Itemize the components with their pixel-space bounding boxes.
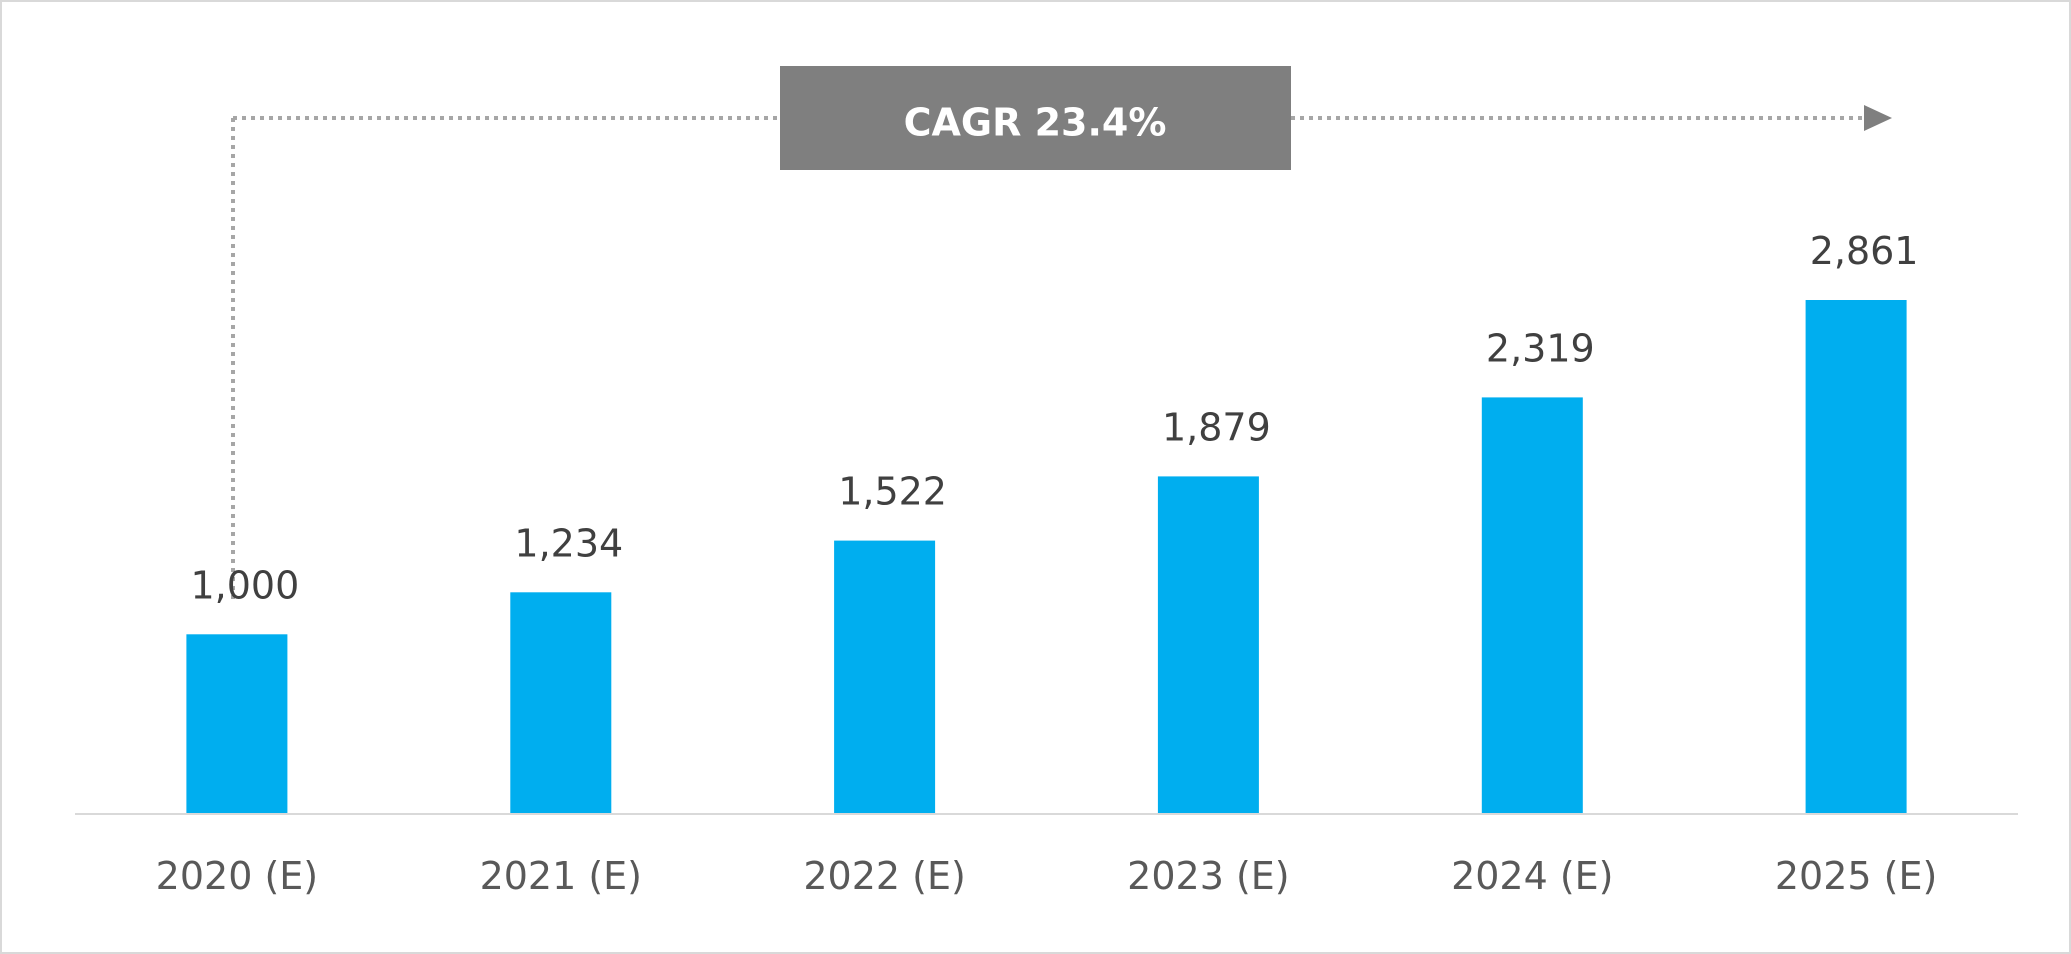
x-tick-label-0: 2020 (E) (156, 854, 318, 898)
bar-1 (510, 592, 612, 814)
x-tick-label-5: 2025 (E) (1775, 854, 1937, 898)
bar-4 (1481, 397, 1583, 814)
data-label-0: 1,000 (191, 563, 300, 607)
cagr-annotation: CAGR 23.4% (231, 66, 1892, 600)
cagr-arrowhead-icon (1864, 105, 1892, 131)
x-tick-label-3: 2023 (E) (1127, 854, 1289, 898)
data-label-1: 1,234 (514, 521, 623, 565)
x-tick-label-1: 2021 (E) (480, 854, 642, 898)
cagr-box (780, 66, 1291, 170)
data-label-2: 1,522 (838, 470, 947, 514)
x-tick-label-2: 2022 (E) (803, 854, 965, 898)
bar-5 (1805, 300, 1907, 814)
bar-2 (834, 540, 936, 814)
cagr-label: CAGR 23.4% (904, 101, 1167, 145)
data-label-5: 2,861 (1810, 229, 1919, 273)
data-label-4: 2,319 (1486, 326, 1595, 370)
bar-0 (186, 634, 288, 814)
bar-3 (1157, 476, 1259, 814)
data-label-3: 1,879 (1162, 405, 1271, 449)
x-tick-label-4: 2024 (E) (1451, 854, 1613, 898)
bars-layer: 1,000 2020 (E) 1,234 2021 (E) 1,522 2022 (E) 1… (156, 229, 1938, 898)
